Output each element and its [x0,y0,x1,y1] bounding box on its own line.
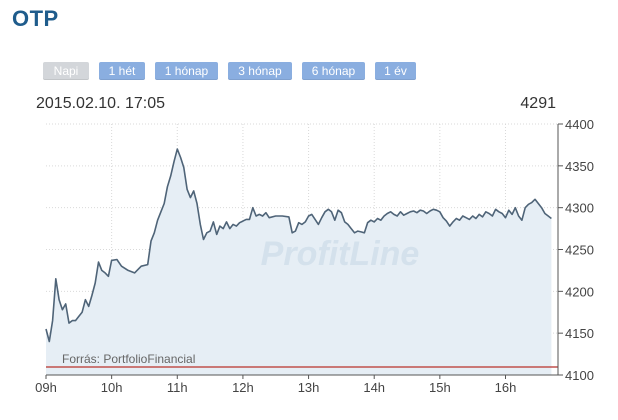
range-button-1-year[interactable]: 1 év [375,62,416,80]
y-tick-label: 4350 [565,159,594,174]
y-tick-label: 4250 [565,243,594,258]
x-tick-label: 11h [167,380,188,395]
y-tick-label: 4400 [565,117,594,132]
range-button-1-month[interactable]: 1 hónap [155,62,218,80]
range-button-3-months[interactable]: 3 hónap [228,62,292,80]
price-line [45,148,552,343]
line-layer [45,148,552,343]
range-button-daily[interactable]: Napi [43,62,89,80]
x-tick-label: 16h [495,380,517,395]
y-tick-label: 4150 [565,326,594,341]
x-tick-label: 09h [35,380,57,395]
price-area [46,149,552,375]
y-tick-label: 4200 [565,284,594,299]
y-tick-label: 4100 [565,368,594,383]
chart-datetime: 2015.02.10. 17:05 [36,95,165,112]
y-axis-ticks: 4100 4150 4200 4250 4300 4350 4400 [558,117,594,383]
x-tick-label: 12h [232,380,254,395]
x-tick-label: 10h [101,380,123,395]
watermark-text: ProfitLine [261,235,420,273]
y-tick-label: 4300 [565,201,594,216]
source-note: Forrás: PortfolioFinancial [62,352,195,366]
area-layer [46,149,552,375]
x-axis-ticks: 09h 10h 11h 12h 13h 14h 15h 16h [35,375,516,395]
range-button-1-week[interactable]: 1 hét [99,62,145,80]
page-title: OTP [12,6,59,31]
x-tick-label: 14h [363,380,385,395]
range-button-6-months[interactable]: 6 hónap [302,62,365,80]
x-tick-label: 15h [429,380,451,395]
x-tick-label: 13h [298,380,320,395]
chart-last-price: 4291 [520,95,556,112]
